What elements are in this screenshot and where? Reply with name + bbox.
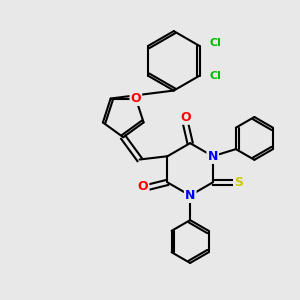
Text: N: N: [208, 150, 218, 163]
Text: Cl: Cl: [210, 38, 222, 48]
Text: Cl: Cl: [210, 71, 222, 81]
Text: N: N: [208, 150, 218, 163]
Text: O: O: [180, 111, 191, 124]
Text: O: O: [138, 180, 148, 194]
Text: S: S: [234, 176, 243, 189]
Text: N: N: [185, 189, 195, 202]
Text: O: O: [130, 92, 141, 105]
Text: N: N: [185, 189, 195, 202]
